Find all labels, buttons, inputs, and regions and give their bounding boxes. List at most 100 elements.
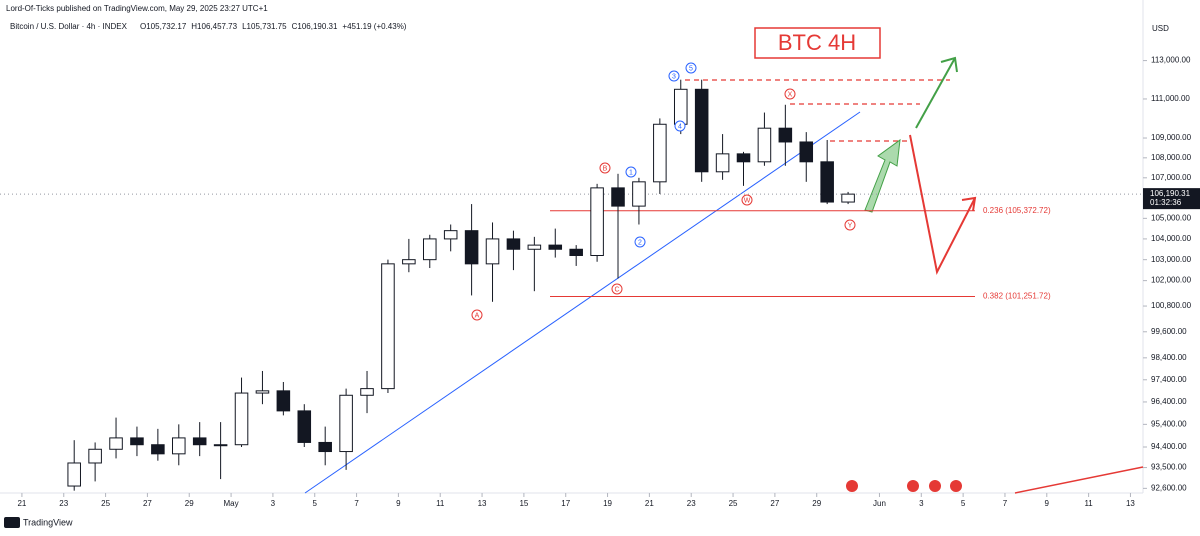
candle-body: [799, 141, 814, 163]
x-tick-label: 23: [687, 499, 696, 508]
y-tick-label: 94,400.00: [1151, 442, 1187, 451]
candle-body: [464, 230, 479, 265]
candle-body: [590, 187, 604, 256]
x-tick-label: 3: [271, 499, 276, 508]
ohlc-label: +451.19 (+0.43%): [342, 22, 406, 31]
y-tick-label: 104,000.00: [1151, 234, 1192, 243]
y-tick-label: 95,400.00: [1151, 419, 1187, 428]
bear-path: [909, 134, 976, 276]
y-tick-label: 113,000.00: [1151, 56, 1191, 65]
wave-marker: [668, 70, 680, 82]
candle-body: [820, 161, 834, 203]
candle-body: [715, 153, 730, 173]
candle-body: [736, 153, 751, 163]
candle-body: [673, 88, 688, 125]
bull-arrow: [915, 57, 956, 129]
candle-body: [151, 444, 165, 455]
x-tick-label: 11: [1084, 499, 1093, 508]
wave-marker: [634, 236, 646, 248]
x-tick-label: 7: [354, 499, 359, 508]
y-tick-label: 109,000.00: [1151, 133, 1192, 142]
y-tick-label: 98,400.00: [1151, 353, 1187, 362]
y-tick-label: 93,500.00: [1151, 463, 1187, 472]
candle-body: [172, 437, 186, 455]
y-tick-label: 102,000.00: [1151, 276, 1192, 285]
last-price-box: [1143, 188, 1200, 210]
wave-label: C: [614, 286, 619, 293]
annotation-box: [754, 27, 881, 59]
fib-label: 0.382 (101,251.72): [983, 292, 1051, 301]
x-tick-label: 13: [1126, 499, 1135, 508]
wave-label: Y: [848, 222, 853, 229]
bear-arrow-head: [961, 196, 977, 212]
ohlc-label: O105,732.17: [140, 22, 187, 31]
candle-body: [527, 244, 542, 250]
ohlc-label: L105,731.75: [242, 22, 287, 31]
x-tick-label: 9: [1045, 499, 1050, 508]
bull-arrow-head: [940, 56, 958, 73]
candle-body: [653, 123, 667, 183]
ohlc-label: C106,190.31: [292, 22, 338, 31]
candle-body: [276, 390, 291, 412]
wave-marker: [784, 88, 796, 100]
logo-icon: [4, 517, 20, 528]
red-line: [1014, 466, 1144, 494]
y-tick-label: 99,600.00: [1151, 327, 1187, 336]
y-tick-label: 92,600.00: [1151, 483, 1187, 492]
candle-body: [297, 410, 312, 443]
wave-marker: [599, 162, 611, 174]
x-tick-label: 25: [729, 499, 738, 508]
candle-body: [757, 127, 772, 163]
wave-label: W: [744, 197, 751, 204]
annotation: BTC 4H: [778, 30, 856, 55]
last-price-label: 106,190.31: [1150, 189, 1191, 198]
y-tick-label: 103,000.00: [1151, 255, 1192, 264]
trendline: [304, 111, 861, 494]
wave-marker: [674, 120, 686, 132]
wave-marker: [685, 62, 697, 74]
x-tick-label: 29: [185, 499, 194, 508]
candle-body: [506, 238, 521, 250]
wave-label: 1: [629, 169, 633, 176]
candle-body: [339, 394, 353, 453]
candle-body: [443, 230, 458, 240]
candle-body: [130, 437, 144, 446]
wave-marker: [844, 219, 856, 231]
x-tick-label: 25: [101, 499, 110, 508]
y-tick-label: 108,000.00: [1151, 153, 1192, 162]
wave-marker: [741, 194, 753, 206]
candle-body: [632, 181, 646, 207]
x-tick-label: Jun: [873, 499, 886, 508]
x-tick-label: 11: [436, 499, 445, 508]
wave-label: B: [603, 165, 608, 172]
candle-body: [694, 88, 709, 173]
x-tick-label: 15: [519, 499, 528, 508]
currency: USD: [1152, 24, 1169, 33]
candle-body: [213, 444, 228, 447]
candle-body: [402, 259, 416, 265]
wave-label: 2: [638, 239, 642, 246]
event-icons: [846, 480, 962, 492]
candle-body: [611, 187, 625, 207]
countdown: 01:32:36: [1150, 198, 1182, 207]
wave-marker: [625, 166, 637, 178]
candle-body: [109, 437, 123, 450]
x-tick-label: 23: [59, 499, 68, 508]
ohlc-label: H106,457.73: [191, 22, 237, 31]
candle-body: [841, 193, 855, 203]
x-tick-label: 13: [478, 499, 487, 508]
candle-body: [548, 244, 563, 250]
candle-body: [88, 448, 102, 464]
x-tick-label: 17: [561, 499, 570, 508]
candle-body: [360, 388, 374, 396]
wave-label: 3: [672, 73, 676, 80]
wave-label: A: [475, 312, 480, 319]
candle-body: [381, 263, 395, 390]
wave-label: 5: [689, 65, 693, 72]
footer: TradingView: [23, 517, 73, 527]
x-tick-label: 7: [1003, 499, 1008, 508]
y-tick-label: 97,400.00: [1151, 375, 1187, 384]
